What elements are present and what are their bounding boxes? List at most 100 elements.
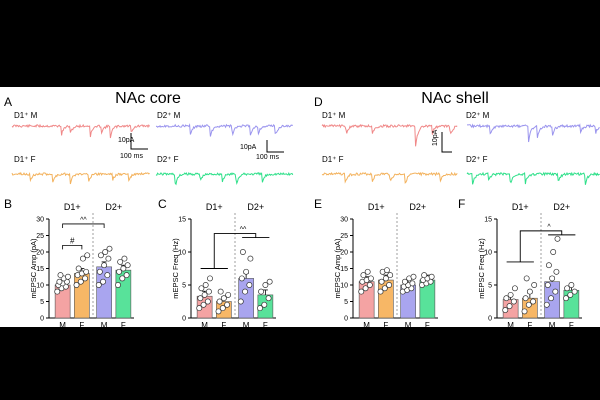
category-label: F: [79, 321, 84, 330]
data-point: [549, 275, 556, 282]
significance-bracket: [62, 244, 83, 250]
data-point: [421, 272, 428, 279]
data-point: [196, 305, 203, 312]
core-label-d2m: D2⁺ M: [157, 111, 181, 120]
category-label: F: [121, 321, 126, 330]
shell-label-d2m: D2⁺ M: [466, 111, 490, 120]
data-point: [215, 308, 222, 315]
significance-bracket: [213, 233, 257, 269]
data-point: [531, 282, 538, 288]
data-point: [56, 278, 63, 285]
data-point: [543, 301, 550, 308]
data-point: [239, 249, 246, 255]
data-point: [115, 282, 121, 288]
data-point: [261, 301, 268, 308]
group-label: D2+: [553, 202, 570, 212]
data-point: [216, 298, 223, 305]
category-label: M: [201, 321, 208, 330]
data-point: [220, 295, 227, 302]
data-point: [258, 288, 265, 295]
data-point: [571, 288, 578, 295]
core-label-d1m: D1⁺ M: [14, 111, 38, 120]
data-point: [563, 295, 569, 302]
data-point: [262, 282, 269, 288]
chart-c-core-frequency: 0 5 10 15 mEPSC Freq (Hz) D1+ D2+ M F M F ^^: [171, 202, 276, 330]
y-tick-label: 0: [488, 316, 492, 323]
data-point: [77, 278, 84, 285]
data-point: [564, 285, 571, 292]
data-point: [120, 265, 127, 272]
y-tick-label: 15: [484, 217, 492, 224]
data-point: [116, 268, 123, 275]
data-point: [54, 288, 61, 295]
trace-core-d1m: [11, 123, 151, 139]
scalebar-shell-1: 10pA: [432, 129, 452, 153]
data-point: [237, 298, 244, 305]
trace-shell-d1f: [321, 171, 458, 184]
y-tick-label: 5: [182, 283, 186, 290]
data-point: [502, 307, 509, 314]
data-point: [104, 272, 111, 279]
data-point: [358, 288, 365, 295]
y-tick-label: 20: [340, 250, 348, 257]
data-point: [121, 255, 128, 262]
y-axis-label: mEPSC Freq (Hz): [477, 238, 486, 299]
data-point: [366, 282, 373, 288]
data-point: [362, 285, 369, 292]
data-point: [119, 275, 126, 282]
scalebar-lines: [441, 132, 452, 153]
significance-label: ^^: [80, 217, 87, 224]
panel-letter-d: D: [314, 95, 323, 109]
data-point: [530, 298, 537, 305]
data-point: [207, 275, 213, 282]
core-label-d1f: D1⁺ F: [14, 155, 36, 164]
data-point: [381, 285, 388, 292]
category-label: M: [549, 321, 556, 330]
y-axis-label: mEPSC Amp (pA): [333, 238, 342, 299]
data-point: [266, 278, 273, 285]
y-tick-label: 25: [340, 233, 348, 240]
data-point: [378, 278, 385, 285]
y-tick-label: 0: [182, 316, 186, 323]
trace-core-d2m: [155, 123, 293, 137]
data-point: [247, 255, 254, 262]
data-point: [243, 268, 250, 275]
y-tick-label: 30: [36, 217, 44, 224]
category-label: F: [569, 321, 574, 330]
data-point: [511, 285, 518, 292]
data-point: [507, 291, 514, 298]
data-point: [123, 272, 130, 279]
panel-letter-e: E: [314, 197, 322, 211]
data-point: [200, 301, 207, 308]
category-label: F: [263, 321, 268, 330]
significance-bracket: [62, 223, 105, 228]
shell-label-d1m: D1⁺ M: [322, 111, 346, 120]
data-point: [57, 272, 64, 279]
data-point: [225, 291, 232, 298]
data-point: [246, 282, 253, 288]
y-tick-label: 15: [36, 266, 44, 273]
panel-letter-b: B: [4, 197, 12, 211]
category-label: F: [383, 321, 388, 330]
core-title: NAc core: [115, 90, 181, 107]
core-label-d2f: D2⁺ F: [157, 155, 179, 164]
y-tick-label: 0: [344, 316, 348, 323]
data-point: [79, 255, 86, 262]
data-point: [102, 249, 109, 255]
group-label: D1+: [64, 202, 81, 212]
trace-shell-d2f: [466, 171, 600, 185]
data-point: [387, 272, 394, 279]
data-point: [428, 273, 435, 280]
y-tick-label: 15: [340, 266, 348, 273]
y-tick-label: 25: [36, 233, 44, 240]
category-label: F: [527, 321, 532, 330]
scalebar-lines: [130, 133, 148, 150]
category-label: M: [507, 321, 514, 330]
significance-label: ^^: [240, 227, 247, 234]
data-point: [65, 273, 71, 280]
panel-letter-a: A: [4, 95, 12, 109]
group-label: D2+: [409, 202, 426, 212]
group-label: D1+: [368, 202, 385, 212]
data-point: [242, 288, 249, 295]
